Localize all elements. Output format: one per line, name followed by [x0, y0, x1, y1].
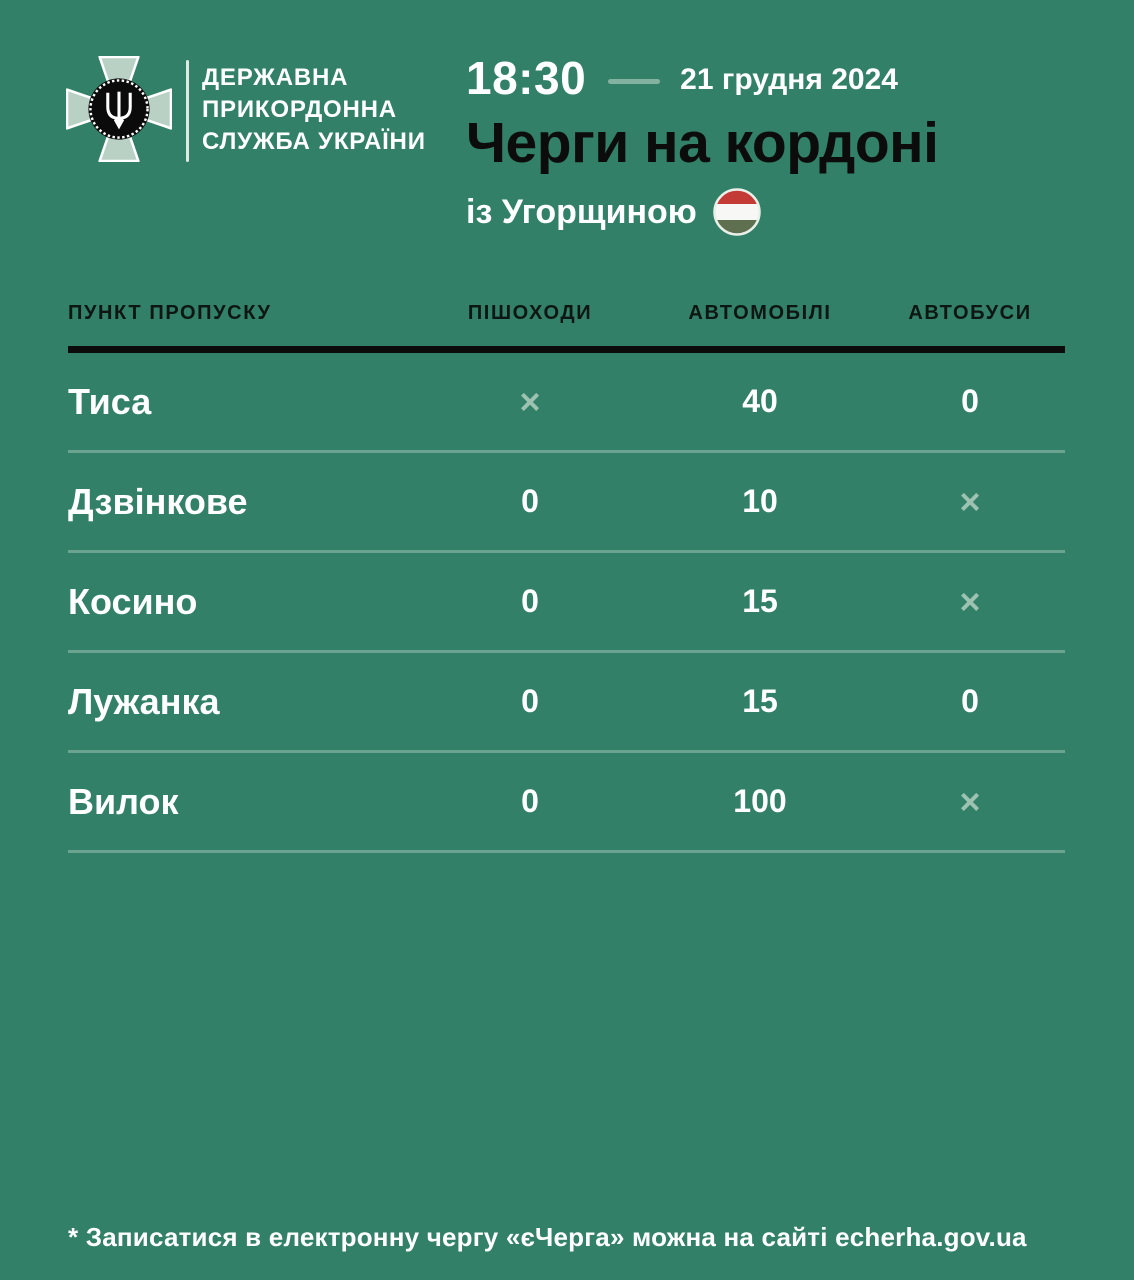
table-row: Косино 0 15 × — [68, 553, 1065, 653]
col-header-cars: АВТОМОБІЛІ — [688, 302, 832, 324]
cars-value: 10 — [742, 483, 778, 519]
buses-value: 0 — [961, 383, 979, 419]
org-name-line: СЛУЖБА УКРАЇНИ — [202, 128, 426, 155]
time-value: 18:30 — [466, 52, 587, 104]
header-right: 18:30 21 грудня 2024 Черги на кордоні із… — [466, 52, 939, 236]
cars-value: 15 — [742, 683, 778, 719]
col-header-checkpoint: ПУНКТ ПРОПУСКУ — [68, 302, 272, 324]
hungary-flag-icon — [713, 188, 761, 236]
pedestrians-value: 0 — [521, 683, 539, 719]
buses-value: × — [959, 480, 981, 522]
org-name-line: ПРИКОРДОННА — [202, 96, 397, 123]
buses-value: 0 — [961, 683, 979, 719]
checkpoint-name: Тиса — [68, 380, 152, 422]
col-header-pedestrians: ПІШОХОДИ — [467, 302, 593, 324]
checkpoint-name: Вилок — [68, 780, 179, 822]
cars-value: 15 — [742, 583, 778, 619]
header-rule — [68, 346, 1065, 353]
cars-value: 100 — [733, 783, 787, 819]
queue-table: ПУНКТ ПРОПУСКУ ПІШОХОДИ АВТОМОБІЛІ АВТОБ… — [68, 302, 1065, 853]
checkpoint-name: Дзвінкове — [68, 480, 248, 522]
buses-value: × — [959, 580, 981, 622]
page-subtitle: із Угорщиною — [466, 192, 697, 231]
pedestrians-value: 0 — [521, 483, 539, 519]
org-name-line: ДЕРЖАВНА — [202, 64, 349, 91]
table-row: Дзвінкове 0 10 × — [68, 453, 1065, 553]
border-guard-emblem-icon — [66, 56, 172, 162]
pedestrians-value: 0 — [521, 583, 539, 619]
checkpoint-name: Косино — [68, 580, 198, 622]
trident-icon — [106, 91, 132, 130]
buses-value: × — [959, 780, 981, 822]
org-name: ДЕРЖАВНА ПРИКОРДОННА СЛУЖБА УКРАЇНИ — [202, 62, 426, 158]
checkpoint-name: Лужанка — [68, 680, 220, 722]
subtitle-row: із Угорщиною — [466, 188, 938, 236]
brand-divider — [186, 60, 189, 162]
pedestrians-value: 0 — [521, 783, 539, 819]
table-row: Лужанка 0 15 0 — [68, 653, 1065, 753]
table-header-row: ПУНКТ ПРОПУСКУ ПІШОХОДИ АВТОМОБІЛІ АВТОБ… — [68, 302, 1065, 325]
time-row: 18:30 21 грудня 2024 — [466, 52, 938, 104]
cars-value: 40 — [742, 383, 778, 419]
footnote: * Записатися в електронну чергу «єЧерга»… — [68, 1222, 1027, 1252]
page-title: Черги на кордоні — [466, 111, 939, 175]
pedestrians-value: × — [519, 380, 541, 422]
dash-divider — [608, 78, 661, 84]
table-row: Вилок 0 100 × — [68, 753, 1065, 853]
date-value: 21 грудня 2024 — [680, 63, 898, 96]
table-row: Тиса × 40 0 — [68, 353, 1065, 453]
col-header-buses: АВТОБУСИ — [908, 302, 1032, 324]
